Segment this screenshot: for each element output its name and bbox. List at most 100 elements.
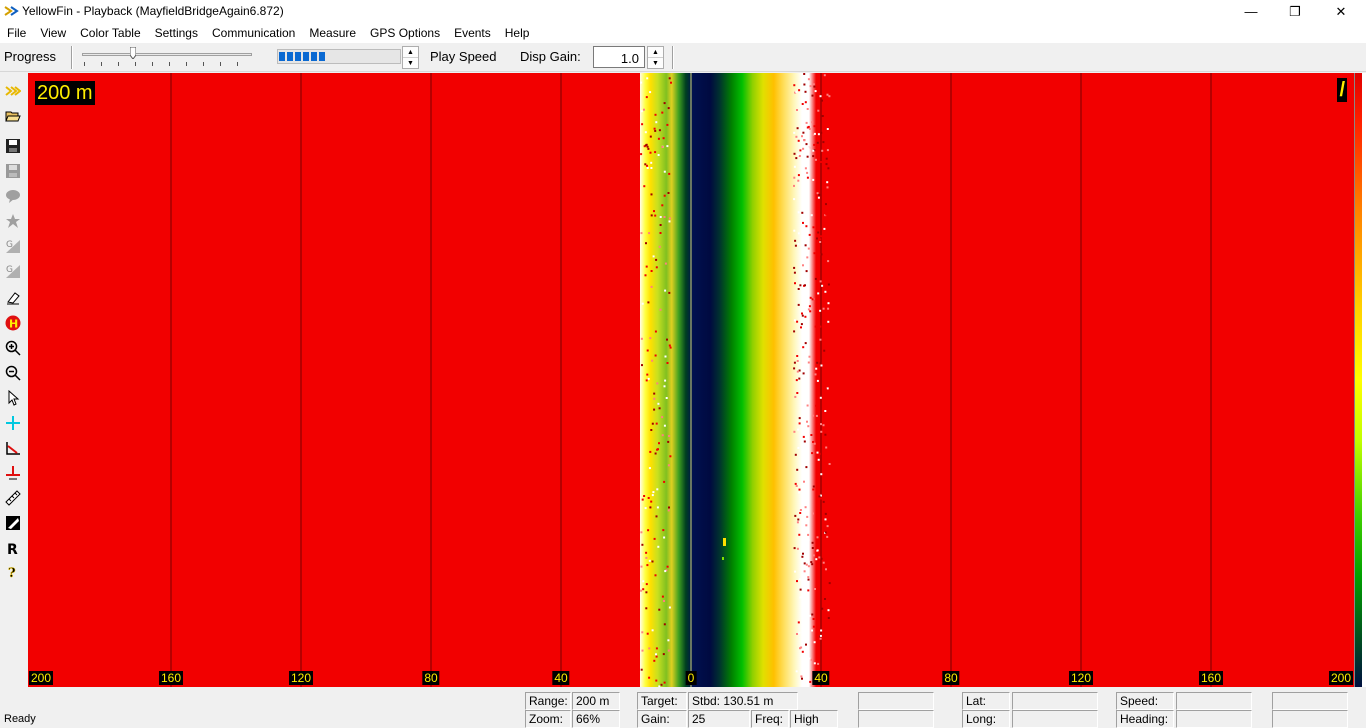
speckle-dot: [640, 531, 643, 534]
freq-value-cell: High: [790, 710, 838, 728]
speckle-dot: [811, 629, 813, 632]
speckle-dot: [825, 446, 828, 449]
speckle-dot: [824, 598, 826, 600]
speckle-dot: [815, 367, 818, 370]
speckle-dot: [821, 284, 824, 287]
speckle-dot: [822, 590, 825, 593]
speckle-dot: [820, 430, 823, 433]
progress-slider-thumb[interactable]: [130, 47, 136, 59]
status-empty-cell: [1272, 692, 1348, 710]
play-speed-up-icon[interactable]: ▲: [403, 47, 418, 58]
eraser-icon[interactable]: [3, 288, 23, 308]
speckle-dot: [799, 512, 802, 514]
help-icon[interactable]: ?: [3, 562, 23, 582]
disp-gain-up-icon[interactable]: ▲: [648, 47, 663, 58]
speckle-dot: [800, 326, 802, 329]
speckle-dot: [819, 362, 822, 365]
gain-g2-icon[interactable]: G: [3, 261, 23, 281]
heading-value-cell: [1176, 710, 1252, 728]
speckle-dot: [818, 434, 821, 437]
speckle-dot: [826, 181, 829, 184]
play-speed-down-icon[interactable]: ▼: [407, 60, 414, 67]
marker-label: /: [1337, 78, 1347, 102]
speckle-dot: [809, 614, 811, 617]
menu-color-table[interactable]: Color Table: [80, 26, 141, 40]
progress-slider[interactable]: [78, 47, 258, 69]
speckle-dot: [664, 262, 667, 265]
speckle-dot: [801, 135, 803, 138]
gain-g1-icon[interactable]: G: [3, 236, 23, 256]
speckle-dot: [647, 301, 650, 304]
speckle-dot: [802, 348, 805, 351]
close-button[interactable]: ✕: [1335, 3, 1347, 19]
star-icon[interactable]: [3, 211, 23, 231]
speckle-dot: [811, 121, 814, 124]
ruler-icon[interactable]: [3, 488, 23, 508]
speckle-dot: [802, 264, 804, 267]
open-folder-icon[interactable]: [3, 106, 23, 126]
play-speed-bar[interactable]: [277, 49, 401, 64]
minimize-button[interactable]: —: [1244, 4, 1258, 19]
menu-settings[interactable]: Settings: [154, 26, 198, 40]
h-circle-icon[interactable]: H: [3, 313, 23, 333]
menu-help[interactable]: Help: [504, 26, 530, 40]
speckle-dot: [811, 452, 814, 455]
measure-line-icon[interactable]: [3, 463, 23, 483]
speckle-dot: [653, 210, 655, 213]
crosshair-icon[interactable]: [3, 413, 23, 433]
maximize-button[interactable]: ❐: [1289, 3, 1301, 19]
speckle-dot: [659, 232, 662, 234]
r-icon[interactable]: R: [3, 538, 23, 558]
speckle-dot: [807, 247, 810, 250]
disp-gain-down-icon[interactable]: ▼: [652, 60, 659, 67]
zoom-out-icon[interactable]: [3, 363, 23, 383]
palette-icon[interactable]: [3, 513, 23, 533]
speckle-dot: [663, 424, 666, 427]
speckle-dot: [794, 482, 797, 485]
menu-view[interactable]: View: [40, 26, 67, 40]
speckle-dot: [796, 521, 799, 524]
speckle-dot: [802, 552, 804, 555]
balloon-icon[interactable]: [3, 186, 23, 206]
menu-events[interactable]: Events: [454, 26, 491, 40]
speckle-dot: [818, 193, 821, 196]
speckle-dot: [669, 346, 672, 349]
speckle-dot: [824, 531, 827, 534]
speckle-dot: [826, 128, 829, 130]
arrows-icon[interactable]: [3, 81, 23, 101]
disp-gain-spinner[interactable]: ▲ ▼: [647, 46, 664, 69]
menu-measure[interactable]: Measure: [309, 26, 357, 40]
pointer-icon[interactable]: [3, 388, 23, 408]
speckle-dot: [819, 309, 822, 312]
speckle-dot: [819, 497, 822, 500]
save-icon[interactable]: [3, 136, 23, 156]
status-bar: Ready Range: 200 m Zoom: 66% Target: Stb…: [0, 690, 1366, 728]
speckle-dot: [655, 266, 658, 269]
menu-gps-options[interactable]: GPS Options: [370, 26, 441, 40]
speckle-dot: [810, 561, 813, 564]
measure-angle-icon[interactable]: [3, 438, 23, 458]
range-tick-label: 160: [158, 671, 184, 685]
zoom-in-icon[interactable]: [3, 338, 23, 358]
range-tick-label: 120: [288, 671, 314, 685]
speckle-dot: [816, 374, 819, 377]
play-speed-spinner[interactable]: ▲ ▼: [402, 46, 419, 69]
speckle-dot: [652, 255, 655, 258]
menu-file[interactable]: File: [7, 26, 27, 40]
speckle-dot: [826, 525, 829, 528]
speckle-dot: [654, 129, 657, 132]
speckle-dot: [827, 320, 830, 323]
speckle-dot: [668, 77, 671, 80]
speckle-dot: [803, 562, 806, 565]
range-tick-label: 200: [28, 671, 54, 685]
speckle-dot: [661, 111, 664, 114]
speckle-dot: [645, 379, 648, 382]
speckle-dot: [644, 163, 647, 166]
sonar-display[interactable]: 200 m / 200 160 120 80 40 0 40 80 120 160 200: [28, 73, 1354, 687]
speckle-dot: [793, 152, 796, 155]
range-tick-label: 0: [685, 671, 697, 685]
menu-communication[interactable]: Communication: [211, 26, 296, 40]
disp-gain-input[interactable]: [593, 46, 645, 68]
speckle-dot: [808, 233, 811, 236]
save-disabled-icon[interactable]: [3, 161, 23, 181]
